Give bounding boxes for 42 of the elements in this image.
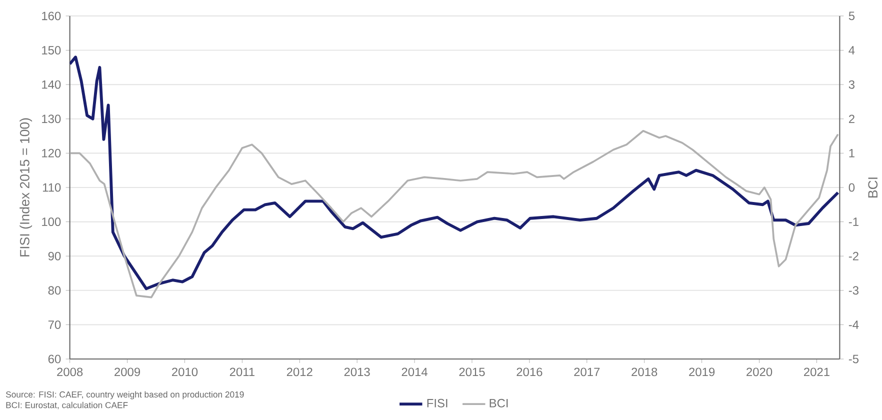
y-tick-label: 120 — [42, 149, 61, 158]
x-tick-label: 2016 — [516, 368, 542, 376]
x-tick-label: 2011 — [230, 368, 254, 376]
y-tick-label: 90 — [48, 252, 61, 260]
y2-tick-label: -3 — [848, 286, 858, 295]
y2-tick-label: 0 — [848, 183, 855, 192]
x-tick-label: 2021 — [804, 368, 830, 376]
y-tick-label: 150 — [42, 46, 61, 55]
y2-tick-label: 4 — [848, 46, 855, 54]
y2-tick-label: 2 — [848, 114, 854, 124]
y-tick-label: 130 — [42, 114, 61, 124]
x-tick-label: 2019 — [689, 368, 715, 376]
y-tick-label: 100 — [42, 218, 61, 226]
x-tick-label: 2015 — [459, 368, 485, 376]
y2-tick-label: -2 — [848, 252, 858, 260]
y2-tick-label: 5 — [848, 12, 855, 20]
x-tick-label: 2012 — [286, 368, 312, 376]
x-tick-label: 2014 — [402, 368, 428, 376]
y-axis-title: FISI (Index 2015 = 100) — [20, 118, 32, 257]
y-tick-label: 160 — [42, 12, 61, 20]
x-tick-label: 2010 — [172, 368, 198, 376]
text: BCI: Eurostat, calculation CAEF — [6, 402, 128, 410]
x-tick-label: 2017 — [574, 368, 600, 376]
y2-tick-label: -4 — [848, 320, 859, 329]
x-tick-label: 2009 — [114, 368, 140, 376]
x-tick-label: 2020 — [746, 368, 772, 376]
y2-axis-title: BCI — [868, 178, 878, 198]
x-tick-label: 2013 — [344, 368, 370, 376]
legend-label: BCI — [490, 398, 508, 408]
y2-tick-label: -5 — [848, 354, 859, 364]
y2-tick-label: -1 — [848, 218, 858, 226]
y-tick-label: 70 — [48, 320, 61, 330]
y-tick-label: 140 — [42, 80, 61, 89]
x-tick-label: 2018 — [632, 368, 658, 376]
y2-tick-label: 1 — [849, 149, 854, 158]
y-tick-label: 110 — [42, 183, 61, 192]
y2-tick-label: 3 — [848, 80, 855, 89]
source-note: Source: FISI: CAEF, country weight based on production 2019 — [6, 391, 244, 400]
x-tick-label: 2008 — [57, 368, 83, 376]
y-tick-label: 80 — [48, 286, 61, 295]
legend-label: FISI — [427, 398, 448, 408]
y-tick-label: 60 — [48, 354, 61, 364]
